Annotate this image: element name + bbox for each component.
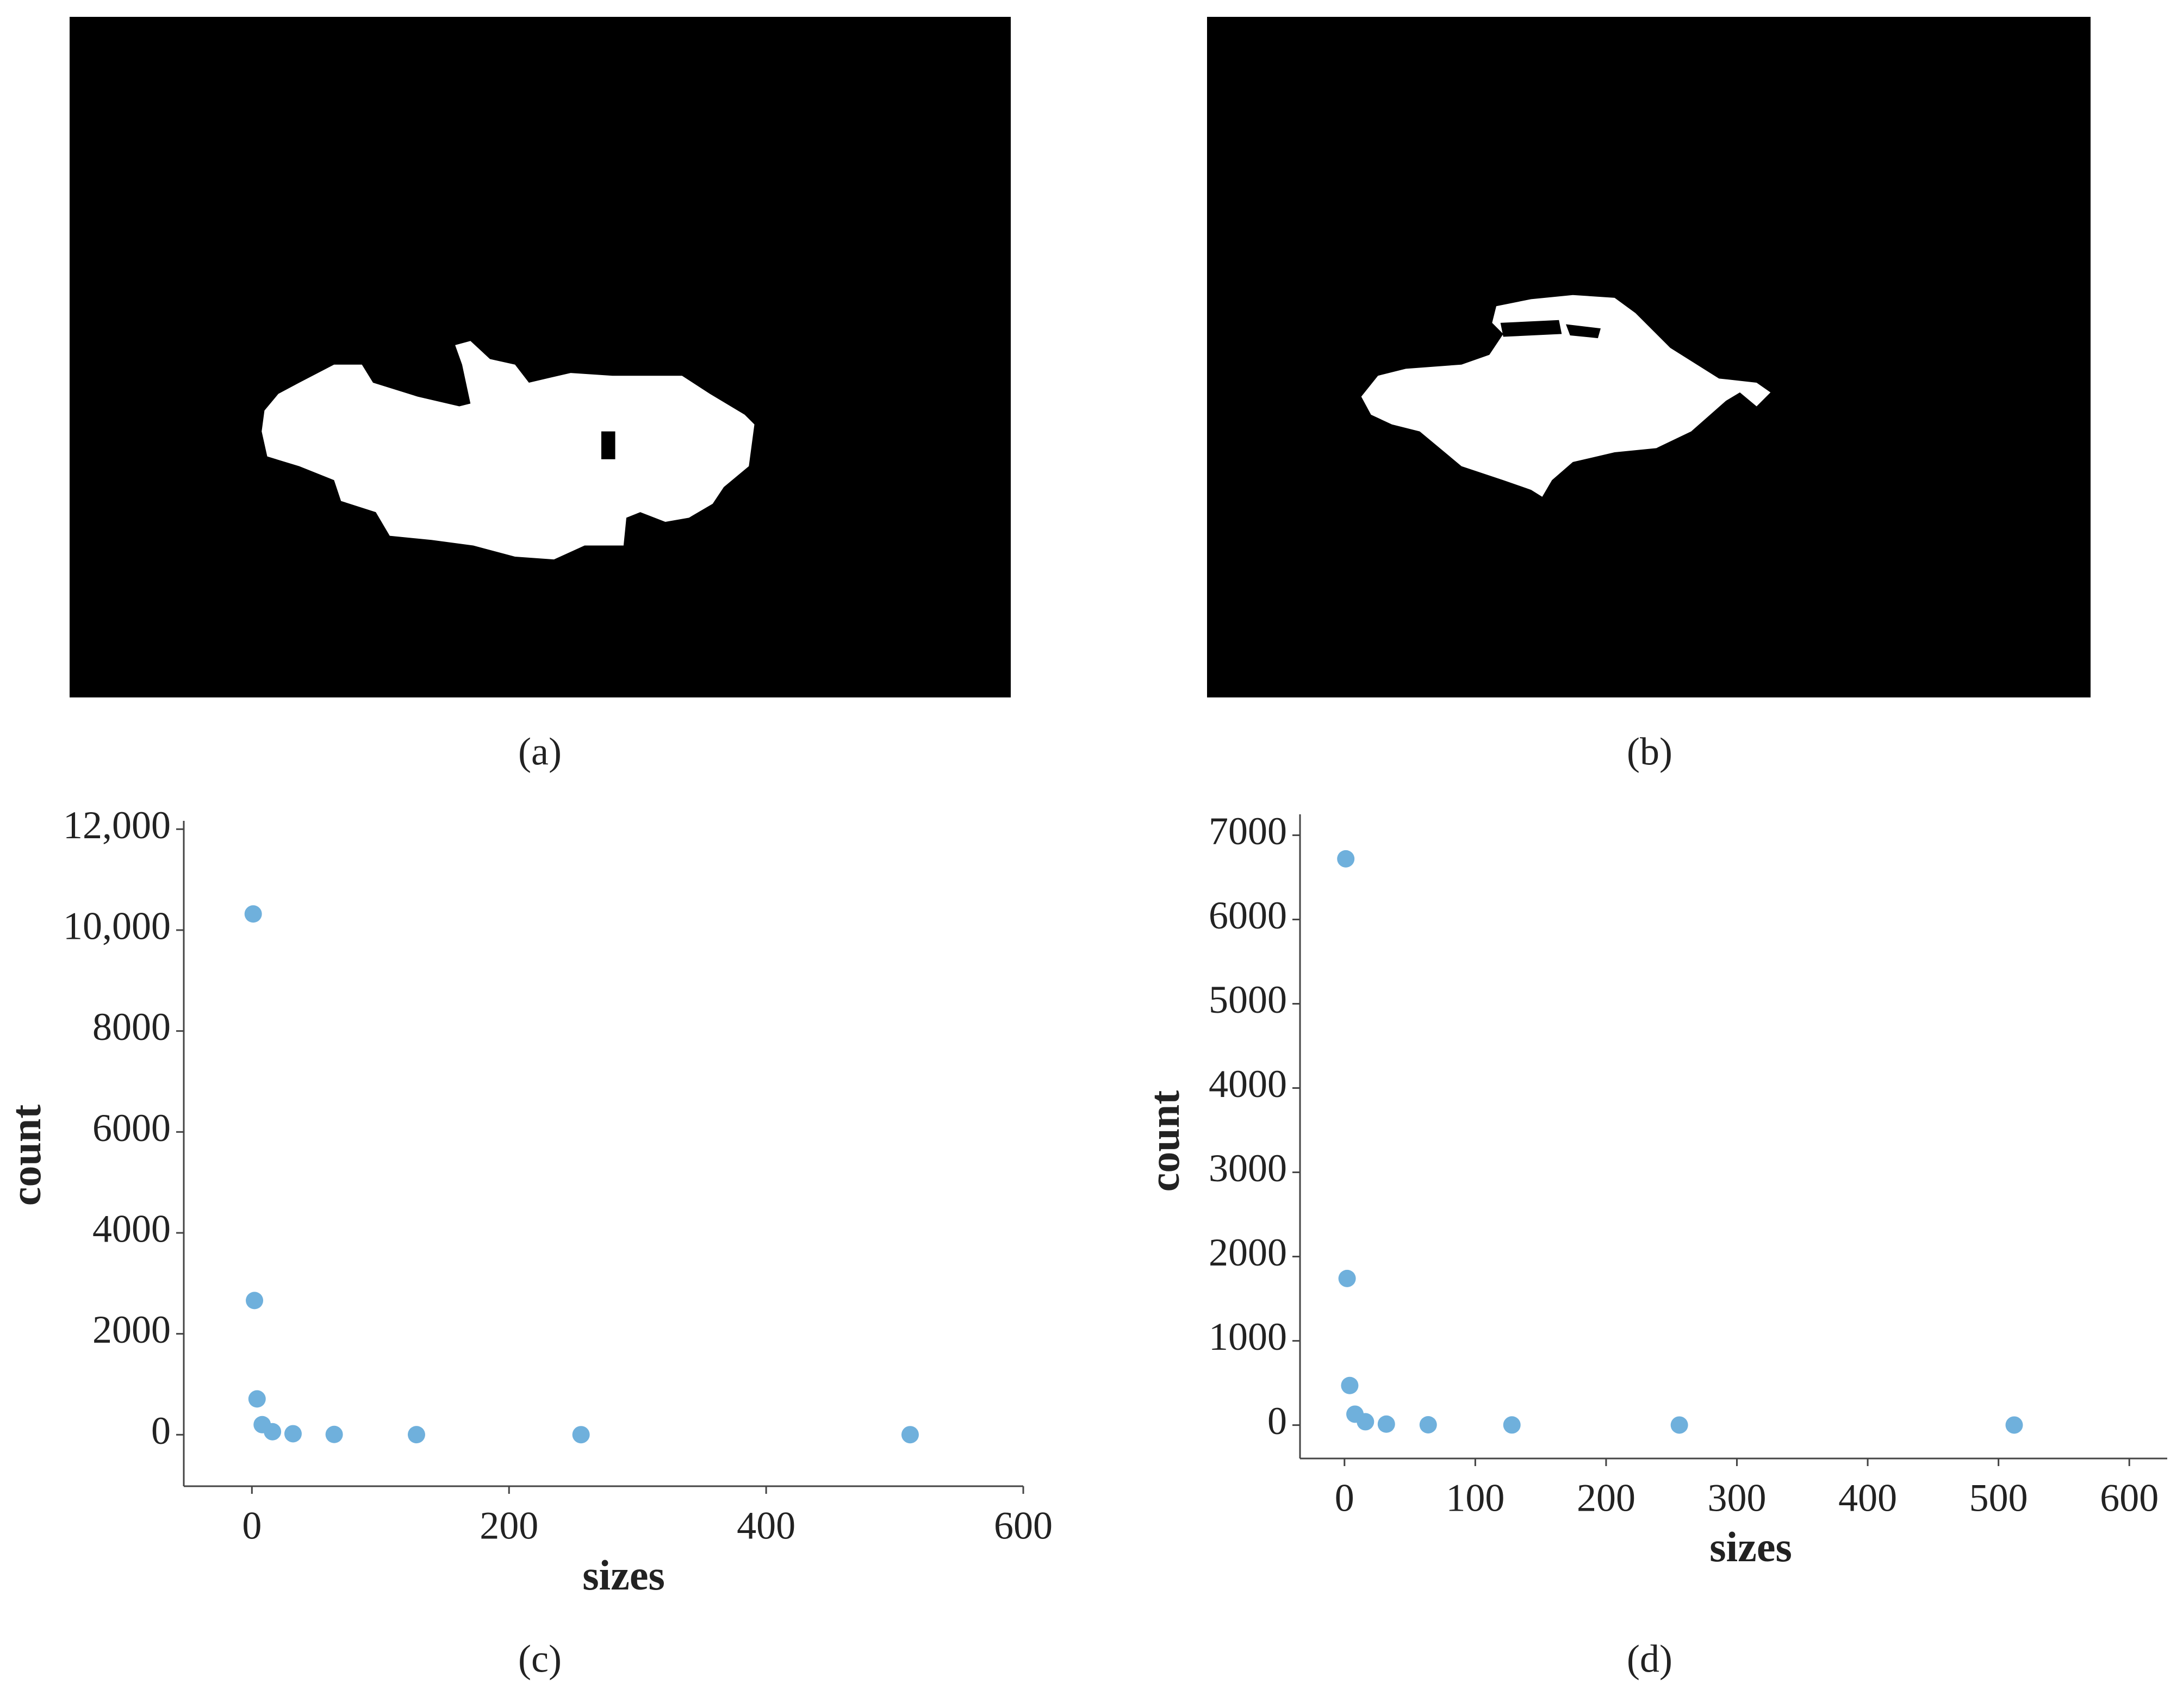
data-point — [901, 1426, 919, 1444]
x-tick-label: 400 — [1838, 1476, 1897, 1520]
y-tick-label: 4000 — [92, 1207, 171, 1250]
y-tick-label: 6000 — [92, 1106, 171, 1150]
blob-a — [262, 341, 755, 560]
data-point — [2005, 1416, 2023, 1434]
y-tick-label: 2000 — [1209, 1231, 1287, 1274]
x-tick-label: 300 — [1708, 1476, 1767, 1520]
x-axis-label: sizes — [582, 1551, 665, 1599]
blobs — [262, 295, 1771, 560]
y-tick-label: 6000 — [1209, 894, 1287, 937]
y-axis-label: count — [1141, 1090, 1188, 1192]
data-point — [1357, 1413, 1375, 1431]
x-tick-label: 100 — [1446, 1476, 1504, 1520]
data-point — [244, 905, 262, 923]
data-point — [264, 1423, 282, 1441]
data-point — [407, 1426, 425, 1444]
y-tick-label: 2000 — [92, 1308, 171, 1351]
y-tick-label: 4000 — [1209, 1062, 1287, 1106]
panel-caption: (b) — [1627, 730, 1672, 774]
blob-b-hole — [1566, 324, 1601, 339]
x-tick-label: 200 — [1577, 1476, 1635, 1520]
y-tick-label: 0 — [1267, 1399, 1287, 1443]
y-tick-label: 0 — [151, 1409, 171, 1453]
data-point — [572, 1426, 590, 1444]
panel-caption: (d) — [1627, 1637, 1672, 1681]
x-tick-label: 500 — [1969, 1476, 2028, 1520]
x-axis-label: sizes — [1709, 1523, 1792, 1570]
y-tick-label: 8000 — [92, 1005, 171, 1049]
data-point — [1670, 1416, 1688, 1434]
data-point — [1419, 1416, 1437, 1433]
data-point — [1338, 1269, 1356, 1287]
mask-image-a — [70, 17, 1011, 697]
data-point — [248, 1390, 266, 1408]
data-point — [246, 1292, 264, 1310]
x-tick-label: 600 — [994, 1504, 1053, 1548]
y-tick-label: 1000 — [1209, 1315, 1287, 1358]
data-point — [1377, 1415, 1395, 1433]
x-tick-label: 400 — [737, 1504, 795, 1548]
y-tick-label: 12,000 — [63, 803, 171, 847]
panel-caption: (a) — [518, 730, 562, 774]
data-point — [1341, 1376, 1359, 1394]
y-tick-label: 10,000 — [63, 904, 171, 947]
data-point — [1337, 850, 1355, 868]
x-tick-label: 600 — [2100, 1476, 2159, 1520]
blob-b — [1361, 295, 1771, 497]
x-tick-label: 200 — [480, 1504, 538, 1548]
y-tick-label: 7000 — [1209, 809, 1287, 853]
data-point — [1503, 1416, 1521, 1434]
panel-caption: (c) — [518, 1637, 562, 1681]
data-point — [325, 1425, 343, 1443]
y-axis-label: count — [2, 1105, 49, 1206]
blob-a-hole — [601, 431, 615, 459]
y-tick-label: 5000 — [1209, 978, 1287, 1021]
y-tick-label: 3000 — [1209, 1146, 1287, 1190]
x-tick-label: 0 — [242, 1504, 262, 1548]
blob-b-hole — [1500, 320, 1562, 337]
x-tick-label: 0 — [1335, 1476, 1354, 1520]
data-point — [284, 1425, 302, 1443]
